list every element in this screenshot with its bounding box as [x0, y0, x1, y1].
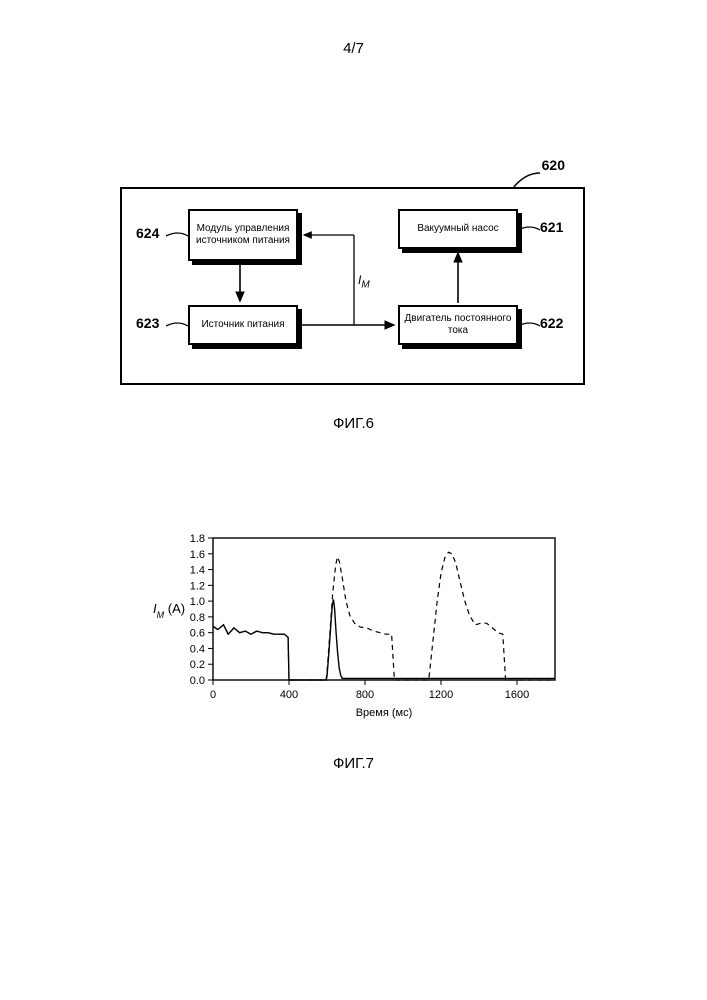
page-number: 4/7	[0, 40, 707, 57]
svg-text:IM (А): IM (А)	[153, 601, 185, 620]
svg-text:1.4: 1.4	[190, 565, 205, 577]
svg-text:1.6: 1.6	[190, 549, 205, 561]
fig6-diagram: 620 Модуль управления источником питания…	[120, 175, 585, 385]
fig6-caption: ФИГ.6	[0, 415, 707, 432]
svg-text:1.8: 1.8	[190, 533, 205, 545]
fig7-caption: ФИГ.7	[0, 755, 707, 772]
svg-text:1.2: 1.2	[190, 580, 205, 592]
fig6-arrows	[120, 175, 585, 385]
svg-text:800: 800	[356, 689, 374, 701]
signal-im: IM	[358, 273, 370, 290]
svg-text:0.0: 0.0	[190, 675, 205, 687]
svg-text:Время (мс): Время (мс)	[356, 707, 413, 719]
ref-620: 620	[542, 157, 565, 173]
svg-text:1600: 1600	[505, 689, 529, 701]
svg-text:0.2: 0.2	[190, 659, 205, 671]
svg-text:0.4: 0.4	[190, 643, 205, 655]
svg-text:1.0: 1.0	[190, 596, 205, 608]
fig7-chart: 0.0 0.2 0.4 0.6 0.8 1.0 1.2 1.4 1.6 1.8 0 400 800 120…	[145, 530, 565, 720]
svg-text:0.6: 0.6	[190, 628, 205, 640]
svg-text:400: 400	[280, 689, 298, 701]
signal-m: M	[361, 279, 369, 290]
svg-text:0: 0	[210, 689, 216, 701]
svg-text:0.8: 0.8	[190, 612, 205, 624]
chart-svg: 0.0 0.2 0.4 0.6 0.8 1.0 1.2 1.4 1.6 1.8 0 400 800 120…	[145, 530, 565, 720]
svg-text:1200: 1200	[429, 689, 453, 701]
